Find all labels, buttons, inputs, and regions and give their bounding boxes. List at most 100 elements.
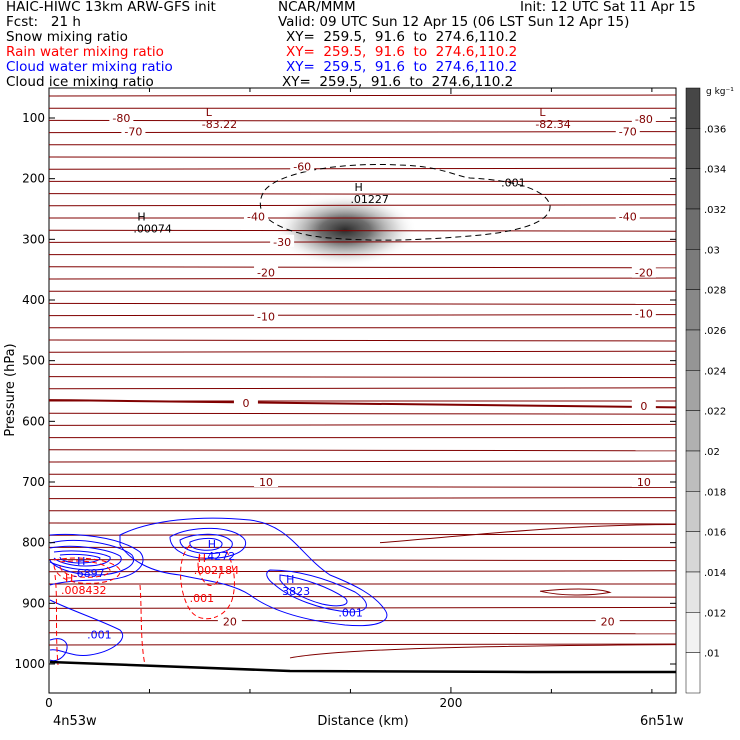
left-endpoint-label: 4n53w [53,714,97,729]
colorbar-tick-label: .012 [704,608,726,619]
colorbar: .036 .034 .032 .03 .028 .026 .024 .022 .02 .018 .0… [685,87,726,694]
extrema-labels: L-83.22L-82.34H.00074H.01227H.6897H.0084… [61,106,571,598]
isotherm-line [48,570,677,573]
snow-mixing-shading [273,194,417,266]
isotherm-line [48,632,677,635]
colorbar-swatch [685,329,701,371]
valid-time: Valid: 09 UTC Sun 12 Apr 15 (06 LST Sun … [278,14,630,30]
y-tick-label: 900 [22,596,45,610]
isotherm-line [48,559,677,562]
label-backdrop [254,309,279,322]
label-backdrop [631,475,656,487]
isotherm-line [48,387,677,390]
colorbar-swatch [685,612,701,653]
colorbar-swatch [685,87,701,129]
legend-cloudice-label: Cloud ice mixing ratio [6,74,154,90]
colorbar-tick-label: .028 [704,286,726,297]
extremum-value: 3823 [282,585,310,598]
colorbar-tick-label: .026 [704,326,726,337]
label-backdrop [595,614,620,627]
label-backdrop [631,306,656,319]
label-backdrop [217,614,242,627]
isotherm-line [48,412,677,415]
colorbar-swatch [685,410,701,452]
temperature-label: -20 [257,267,275,280]
extremum-marker: L [206,106,213,119]
isotherm-line [48,314,677,317]
colorbar-tick-label: .022 [704,407,726,418]
legend-cloudice-xy: XY= 259.5, 91.6 to 274.6,110.2 [282,74,514,90]
temperature-label: -70 [619,125,637,138]
y-tick-label: 500 [22,354,45,368]
colorbar-tick-label: .016 [704,528,726,539]
colorbar-tick-label: .02 [704,447,720,458]
extremum-value: -83.22 [202,118,237,131]
label-backdrop [631,112,656,125]
model-title: HAIC-HIWC 13km ARW-GFS init [6,0,216,15]
temperature-label: -10 [257,310,275,323]
isotherm-line [48,277,677,280]
colorbar-swatch [685,571,701,613]
extremum-marker: H [77,555,85,568]
extremum-marker: H [208,538,216,551]
legend-snow-xy: XY= 259.5, 91.6 to 274.6,110.2 [286,29,518,45]
y-axis-title: Pressure (hPa) [3,343,18,436]
isotherm-line [48,485,677,488]
extremum-marker: H [65,572,73,585]
extremum-marker: H [198,552,206,565]
y-tick-label: 100 [22,111,45,125]
colorbar-tick-label: .01 [704,649,720,660]
contour-value-label: .001 [87,629,112,642]
temperature-label: -60 [293,161,311,174]
colorbar-unit: g kg⁻¹ [706,87,734,97]
temperature-label: 10 [637,476,651,489]
isotherm-line [48,167,677,170]
colorbar-tick-label: .03 [704,245,720,256]
isotherm-line [48,522,677,525]
contour-value-labels: .001 .001 .001 .001 [87,177,525,642]
init-time: Init: 12 UTC Sat 11 Apr 15 [520,0,696,15]
y-tick-label: 600 [22,414,45,428]
organization-label: NCAR/MMM [278,0,356,15]
label-backdrop [270,234,295,247]
isotherm-line [48,193,677,196]
temperature-label: 20 [601,616,615,629]
isotherm-line [48,460,677,463]
colorbar-swatch [685,652,701,694]
temperature-label: 10 [259,476,273,489]
label-backdrop [121,124,146,137]
temperature-label: -40 [247,210,265,223]
x-tick-label: 200 [439,696,462,710]
colorbar-swatch [685,208,701,250]
colorbar-swatch [685,249,701,290]
extremum-value: .01227 [350,193,389,206]
temperature-label: -70 [124,125,142,138]
contour-value-label: .001 [190,592,215,605]
extremum-marker: L [539,106,546,119]
isotherm-line [48,423,677,426]
colorbar-tick-label: .036 [704,124,726,135]
isotherm-line [48,339,677,342]
isotherm-line [48,376,677,379]
label-backdrop [631,399,656,412]
legend-cloudwater-label: Cloud water mixing ratio [6,59,173,75]
colorbar-tick-label: .018 [704,487,726,498]
temperature-label: -80 [112,112,130,125]
y-tick-label: 300 [22,232,45,246]
temperature-label: -10 [635,307,653,320]
y-tick-label: 400 [22,293,45,307]
colorbar-swatch [685,168,701,210]
extremum-value: .6897 [73,567,105,580]
isotherm-line [48,643,677,646]
label-backdrop [243,209,268,222]
isotherm-line [289,644,677,659]
colorbar-swatch [685,531,701,573]
isotherm-line [48,229,677,232]
forecast-hour: Fcst: 21 h [6,14,81,30]
label-backdrop [109,111,134,123]
colorbar-tick-label: .032 [704,205,726,216]
legend-rain-label: Rain water mixing ratio [6,44,164,60]
extremum-value: -82.34 [535,118,570,131]
y-tick-label: 1000 [14,657,45,671]
